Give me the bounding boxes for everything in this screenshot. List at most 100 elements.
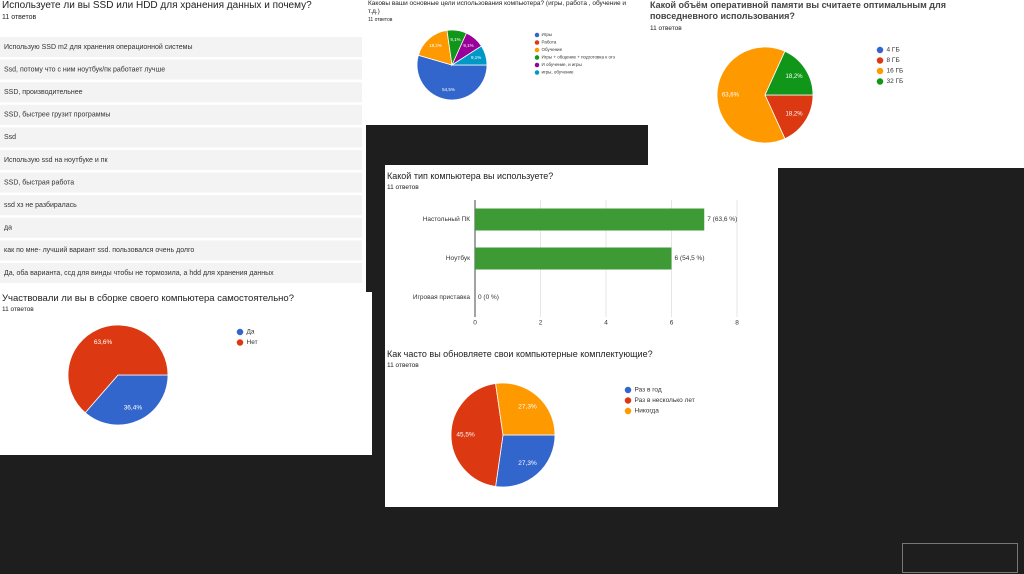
legend-swatch: [876, 46, 884, 54]
value-label: 18,2%: [786, 74, 804, 80]
legend-label: Да: [247, 329, 255, 336]
pie-slice: [416, 54, 488, 101]
row: [0, 217, 362, 238]
subtitle: 11 ответов: [2, 14, 37, 21]
response: SSD, быстрая работа: [4, 178, 74, 186]
title: Как часто вы обновляете свои компьютерны…: [387, 349, 653, 359]
legend-label: И обучение, и игры: [542, 62, 582, 67]
pie-slice: [450, 383, 504, 487]
legend-swatch: [876, 78, 884, 85]
legend-label: Работа: [542, 40, 557, 45]
response: SSD, производительнее: [4, 89, 83, 96]
legend-swatch: [624, 397, 632, 404]
title: Каковы ваши основные цели использования …: [368, 0, 627, 15]
bar: [475, 247, 672, 270]
legend-swatch: [876, 67, 884, 75]
legend-swatch: [624, 386, 632, 394]
value-label: 36,4%: [124, 404, 143, 411]
legend-label: 8 ГБ: [887, 57, 900, 64]
pie-slice: [495, 382, 556, 436]
row: [0, 37, 362, 57]
legend-label: Игры + общение + подготовка к огэ: [542, 55, 616, 60]
legend-swatch: [534, 70, 540, 75]
legend-swatch: [236, 328, 244, 336]
value-label: 27,3%: [518, 403, 537, 410]
subtitle: 11 ответов: [387, 362, 419, 369]
response: да: [4, 225, 12, 232]
legend-label: 16 ГБ: [887, 68, 904, 75]
legend-label: Раз в год: [635, 387, 662, 394]
value-label: 18,2%: [786, 111, 804, 117]
row: [0, 59, 362, 80]
legend-label: Никогда: [635, 408, 660, 415]
value-label: 63,6%: [94, 339, 113, 346]
value-label: 9,1%: [471, 55, 481, 60]
title: Какой тип компьютера вы используете?: [387, 171, 554, 181]
response: Да, оба варианта, ссд для винды чтобы не…: [4, 269, 274, 277]
x-tick-label: 6: [670, 320, 674, 327]
response: Ssd, потому что с ним ноутбук/пк работае…: [4, 65, 165, 73]
response: как по мне- лучший вариант ssd. пользова…: [4, 246, 194, 254]
value-label: 9,1%: [450, 37, 460, 42]
legend-label: Раз в несколько лет: [635, 397, 695, 404]
pie-slice: [450, 45, 488, 66]
value-label: 54,5%: [442, 87, 455, 92]
value-label: 6 (54,5 %): [675, 255, 705, 262]
value-label: 7 (63,6 %): [707, 216, 737, 223]
y-tick-label: Игровая приставка: [413, 294, 471, 301]
value-label: 45,5%: [456, 432, 475, 439]
x-tick-label: 8: [735, 320, 739, 327]
title: Какой объём оперативной памяти вы считае…: [650, 0, 946, 21]
panel: [0, 292, 372, 455]
value-label: 63,6%: [722, 93, 740, 99]
legend-label: 4 ГБ: [887, 47, 900, 54]
row: [0, 104, 362, 125]
x-tick-label: 0: [473, 320, 477, 327]
legend-swatch: [534, 55, 540, 60]
x-tick-label: 2: [539, 320, 543, 327]
bar: [475, 208, 705, 231]
legend-label: 32 ГБ: [887, 78, 904, 85]
subtitle: 11 ответов: [368, 17, 393, 23]
pie-slice: [764, 50, 814, 96]
legend-swatch: [236, 339, 244, 346]
legend-label: Игры: [542, 32, 553, 37]
pie-slice: [67, 324, 169, 414]
pie-slice: [417, 29, 453, 66]
row: [0, 172, 362, 193]
title: Участвовали ли вы в сборке своего компью…: [2, 293, 294, 304]
y-tick-label: Ноутбук: [446, 254, 470, 262]
row: [0, 82, 362, 103]
response: Использую SSD m2 для хранения операционн…: [4, 43, 193, 51]
legend-swatch: [534, 32, 540, 38]
pie-slice: [716, 46, 786, 144]
row: [0, 150, 362, 170]
pie-slice: [84, 374, 169, 426]
panel: [648, 0, 1024, 168]
subtitle: 11 ответов: [387, 184, 419, 191]
subtitle: 11 ответов: [650, 25, 682, 32]
frame: [902, 543, 1018, 573]
panel: [366, 0, 648, 125]
response: Ssd: [4, 134, 16, 141]
response: ssd хз не разбиралась: [4, 201, 77, 209]
value-label: 9,1%: [463, 43, 473, 48]
pie-slice: [764, 94, 814, 140]
legend-label: Нет: [247, 339, 258, 346]
pie-slice: [495, 434, 556, 488]
legend-label: Обучение: [542, 47, 563, 52]
legend-swatch: [534, 47, 540, 53]
response: SSD, быстрее грузит программы: [4, 111, 110, 119]
y-tick-label: Настольный ПК: [423, 215, 470, 223]
row: [0, 263, 362, 283]
title: Используете ли вы SSD или HDD для хранен…: [2, 0, 312, 11]
x-tick-label: 4: [604, 320, 608, 327]
legend-swatch: [624, 407, 632, 415]
row: [0, 127, 362, 148]
legend-swatch: [534, 62, 540, 68]
legend-swatch: [876, 57, 884, 64]
row: [0, 195, 362, 216]
value-label: 18,2%: [429, 43, 442, 48]
